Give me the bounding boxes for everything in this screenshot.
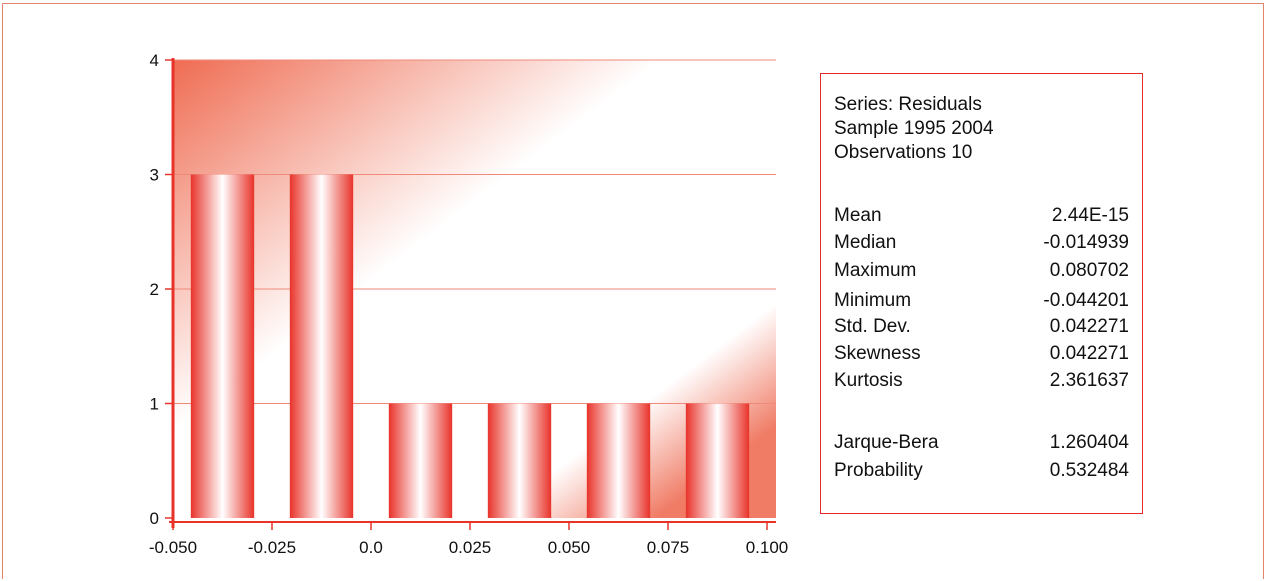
histogram-bar bbox=[190, 174, 255, 518]
sample-label: Sample 1995 2004 bbox=[834, 118, 994, 139]
figure-frame bbox=[2, 3, 1264, 579]
x-tick-label: -0.050 bbox=[149, 538, 197, 557]
stat-name: Kurtosis bbox=[834, 370, 903, 391]
stat-value: 0.532484 bbox=[1049, 460, 1129, 481]
stat-name: Mean bbox=[834, 205, 882, 226]
histogram-bar bbox=[586, 403, 651, 518]
stat-row-minimum: Minimum -0.044201 bbox=[834, 289, 1129, 313]
histogram-bar bbox=[487, 403, 552, 518]
stat-row-std-dev: Std. Dev. 0.042271 bbox=[834, 315, 1129, 339]
stat-row-kurtosis: Kurtosis 2.361637 bbox=[834, 369, 1129, 393]
stat-row-mean: Mean 2.44E-15 bbox=[834, 204, 1129, 228]
x-tick-label: -0.025 bbox=[248, 538, 296, 557]
histogram-bar bbox=[685, 403, 750, 518]
stat-row-jarque-bera: Jarque-Bera 1.260404 bbox=[834, 431, 1129, 455]
stat-row-probability: Probability 0.532484 bbox=[834, 459, 1129, 483]
stat-value: 2.361637 bbox=[1049, 370, 1129, 391]
observations-label: Observations 10 bbox=[834, 142, 973, 163]
stat-value: -0.014939 bbox=[1043, 232, 1129, 253]
stat-value: 0.042271 bbox=[1049, 316, 1129, 337]
stat-row-maximum: Maximum 0.080702 bbox=[834, 259, 1129, 283]
stat-name: Maximum bbox=[834, 260, 917, 281]
y-tick-label: 0 bbox=[150, 509, 159, 528]
statistics-panel: Series: Residuals Sample 1995 2004 Obser… bbox=[820, 73, 1143, 514]
series-label: Series: Residuals bbox=[834, 94, 982, 115]
y-tick-label: 2 bbox=[150, 280, 159, 299]
x-tick-label: 0.050 bbox=[548, 538, 591, 557]
stat-name: Median bbox=[834, 232, 897, 253]
stat-row-skewness: Skewness 0.042271 bbox=[834, 342, 1129, 366]
y-tick-label: 1 bbox=[150, 395, 159, 414]
x-tick-label: 0.100 bbox=[746, 538, 789, 557]
stat-row-median: Median -0.014939 bbox=[834, 231, 1129, 255]
histogram-chart: 0 1 2 3 4 -0.050 -0.025 0.0 0.025 0.050 0.075 0.100 bbox=[149, 51, 789, 557]
stat-name: Skewness bbox=[834, 343, 921, 364]
stat-value: 2.44E-15 bbox=[1051, 205, 1129, 226]
x-tick-label: 0.0 bbox=[359, 538, 383, 557]
stat-value: 0.080702 bbox=[1049, 260, 1129, 281]
x-tick-label: 0.075 bbox=[647, 538, 690, 557]
histogram-bar bbox=[388, 403, 453, 518]
stat-name: Std. Dev. bbox=[834, 316, 911, 337]
x-tick-label: 0.025 bbox=[449, 538, 492, 557]
stat-name: Jarque-Bera bbox=[834, 432, 939, 453]
histogram-bar bbox=[289, 174, 354, 518]
stat-name: Probability bbox=[834, 460, 923, 481]
y-tick-label: 3 bbox=[150, 166, 159, 185]
y-tick-label: 4 bbox=[150, 51, 159, 70]
stat-name: Minimum bbox=[834, 290, 912, 311]
stat-value: 1.260404 bbox=[1049, 432, 1129, 453]
stat-value: -0.044201 bbox=[1043, 290, 1129, 311]
stat-value: 0.042271 bbox=[1049, 343, 1129, 364]
